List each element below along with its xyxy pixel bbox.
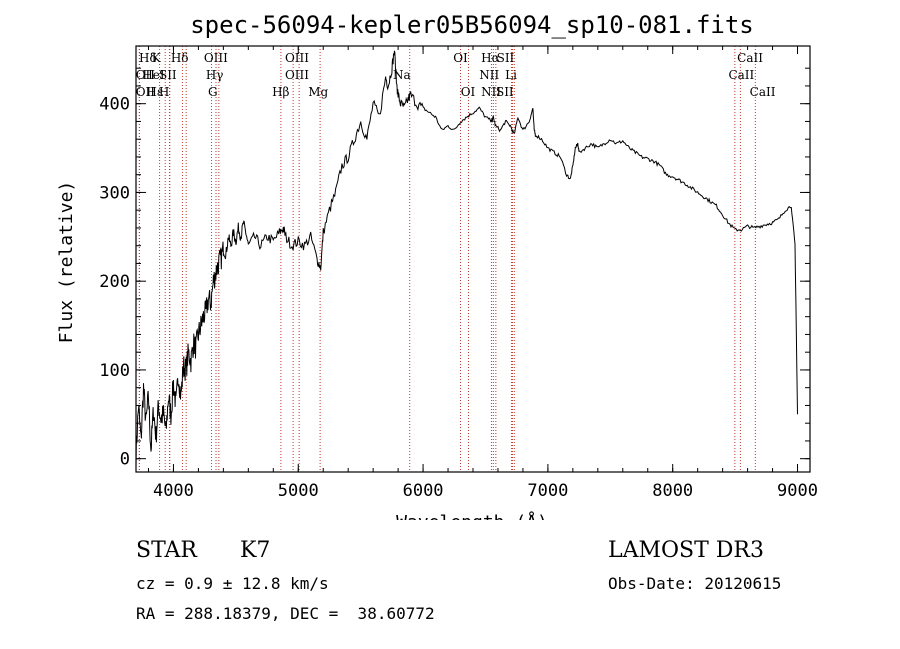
line-label-1: K: [152, 51, 162, 65]
line-label-24: SII: [496, 85, 514, 99]
line-label-10: Hε: [146, 85, 163, 99]
chart-title: spec-56094-kepler05B56094_sp10-081.fits: [190, 11, 754, 39]
line-label-26: CaII: [728, 68, 754, 82]
obs-date-text: Obs-Date: 20120615: [608, 574, 782, 593]
line-label-21: NII: [479, 68, 499, 82]
line-label-27: CaII: [750, 85, 776, 99]
spectrum-chart: spec-56094-kepler05B56094_sp10-081.fits …: [56, 11, 818, 520]
x-tick-label-5: 9000: [777, 481, 818, 501]
x-tick-label-4: 8000: [652, 481, 693, 501]
line-label-19: Hα: [481, 51, 500, 65]
line-label-6: OIII: [204, 51, 228, 65]
spectrum-line: [136, 50, 798, 467]
line-label-12: Hβ: [272, 85, 289, 99]
x-tick-label-3: 7000: [527, 481, 568, 501]
y-tick-label-4: 400: [99, 95, 130, 115]
line-label-5: SII: [159, 68, 177, 82]
line-label-8: G: [208, 85, 218, 99]
plot-frame: [135, 45, 811, 473]
line-label-23: NII: [481, 85, 501, 99]
y-tick-label-2: 200: [99, 272, 130, 292]
x-axis-label: Wavelength (Å): [396, 511, 548, 520]
line-label-15: Mg: [308, 85, 328, 99]
y-tick-label-1: 100: [99, 361, 130, 381]
line-label-11: H: [159, 85, 169, 99]
spectrum-series: [136, 50, 798, 467]
line-label-14: OIII: [285, 68, 309, 82]
line-label-13: OIII: [285, 51, 309, 65]
survey-label: LAMOST DR3: [608, 538, 764, 563]
line-label-18: OI: [461, 85, 476, 99]
redshift-text: cz = 0.9 ± 12.8 km/s: [136, 574, 329, 593]
line-label-3: OII: [136, 68, 156, 82]
line-label-25: CaII: [737, 51, 763, 65]
line-label-20: SII: [497, 51, 515, 65]
line-label-16: Na: [393, 68, 411, 82]
spectral-line-markers: [138, 46, 756, 472]
radec-text: RA = 288.18379, DEC = 38.60772: [136, 604, 435, 623]
line-label-22: Li: [505, 68, 517, 82]
x-tick-label-1: 5000: [278, 481, 319, 501]
line-label-17: OI: [453, 51, 468, 65]
line-label-0: Hδ: [139, 51, 157, 65]
line-label-4: HeI: [142, 68, 165, 82]
y-tick-label-3: 300: [99, 183, 130, 203]
y-tick-label-0: 0: [120, 450, 130, 470]
x-tick-label-2: 6000: [403, 481, 444, 501]
x-tick-label-0: 4000: [153, 481, 194, 501]
subclass-label: K7: [240, 538, 271, 563]
line-label-2: Hδ: [171, 51, 189, 65]
y-axis-label: Flux (relative): [56, 181, 77, 344]
line-label-9: OII: [136, 85, 156, 99]
line-label-7: Hγ: [206, 68, 224, 82]
axis-ticks: 4000 5000 6000 7000 8000 9000 0 100 200 300 400: [99, 46, 818, 501]
class-label: STAR: [136, 538, 197, 563]
